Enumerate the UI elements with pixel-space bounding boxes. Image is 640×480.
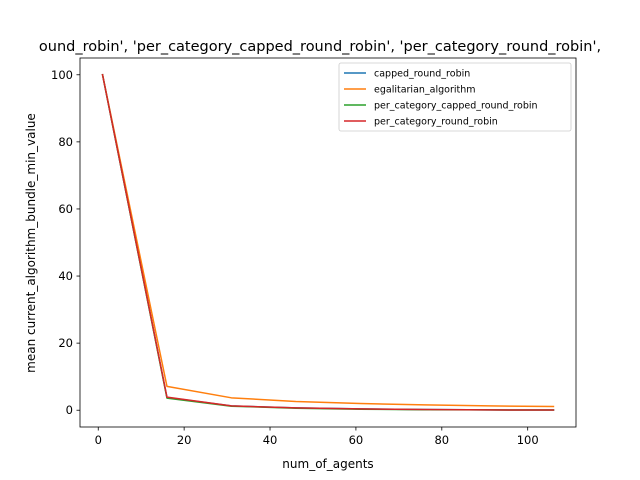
series-line-egalitarian-algorithm [101,73,555,408]
legend-label-per-category-round-robin: per_category_round_robin [374,117,498,128]
y-tick-label: 40 [58,269,73,283]
y-tick-label: 0 [66,403,73,417]
y-tick-label: 20 [58,336,73,350]
legend-label-per-category-capped-round-robin: per_category_capped_round_robin [374,101,538,112]
legend-label-capped-round-robin: capped_round_robin [374,69,470,80]
series-line-per-category-round-robin [101,73,555,411]
legend-label-egalitarian-algorithm: egalitarian_algorithm [374,85,476,96]
x-tick-label: 40 [263,433,278,447]
y-tick-label: 80 [58,135,73,149]
legend: capped_round_robin egalitarian_algorithmp… [338,62,572,132]
x-tick-label: 80 [434,433,449,447]
plot-area: 0 20 40 60 80 100 0 20 40 60 80 100 [51,57,577,447]
axes-frame [79,57,577,428]
legend-box [338,62,572,132]
y-tick-label: 100 [51,68,73,82]
y-tick-label: 60 [58,202,73,216]
y-axis-label: mean current_algorithm_bundle_min_value [24,113,38,373]
x-tick-label: 100 [517,433,539,447]
x-tick-label: 20 [177,433,192,447]
x-axis-label: num_of_agents [282,457,373,471]
x-tick-label: 60 [349,433,364,447]
x-tick-label: 0 [95,433,102,447]
chart-title: ound_robin', 'per_category_capped_round_… [39,39,601,55]
